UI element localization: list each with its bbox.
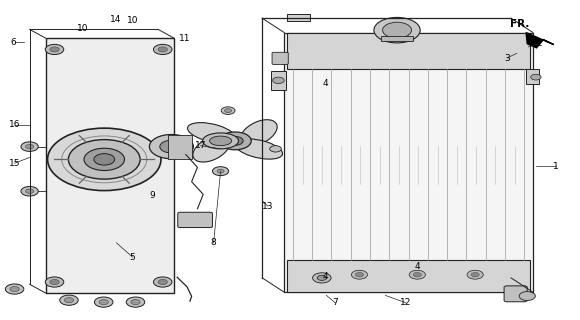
- Bar: [287, 14, 310, 21]
- Circle shape: [10, 286, 19, 292]
- Text: 2: 2: [536, 39, 542, 48]
- Circle shape: [154, 44, 172, 54]
- Text: 5: 5: [130, 253, 136, 262]
- Polygon shape: [526, 33, 554, 48]
- Text: 4: 4: [415, 262, 420, 271]
- Ellipse shape: [202, 133, 238, 149]
- Bar: [46, 38, 174, 293]
- Text: 8: 8: [211, 238, 216, 247]
- Circle shape: [531, 74, 541, 80]
- Circle shape: [351, 270, 368, 279]
- Circle shape: [60, 295, 78, 305]
- Circle shape: [273, 77, 284, 84]
- Ellipse shape: [193, 136, 230, 162]
- FancyBboxPatch shape: [504, 286, 527, 302]
- Circle shape: [374, 17, 420, 43]
- Circle shape: [94, 154, 115, 165]
- Bar: [169, 134, 191, 159]
- Circle shape: [21, 187, 38, 196]
- Text: 6: 6: [10, 38, 16, 47]
- Ellipse shape: [235, 139, 282, 159]
- Circle shape: [224, 109, 231, 113]
- Circle shape: [126, 297, 145, 307]
- Circle shape: [99, 300, 108, 305]
- Text: 4: 4: [323, 272, 329, 281]
- Circle shape: [45, 44, 64, 54]
- Text: 3: 3: [504, 53, 510, 62]
- Ellipse shape: [209, 136, 231, 146]
- Circle shape: [95, 297, 113, 307]
- Circle shape: [64, 298, 74, 303]
- Bar: [287, 33, 530, 69]
- FancyBboxPatch shape: [177, 212, 212, 228]
- Bar: [271, 71, 286, 90]
- Circle shape: [160, 140, 183, 153]
- FancyBboxPatch shape: [272, 52, 288, 64]
- Circle shape: [5, 284, 24, 294]
- Circle shape: [467, 270, 483, 279]
- Circle shape: [154, 277, 172, 287]
- Ellipse shape: [187, 123, 235, 143]
- Text: 14: 14: [110, 15, 121, 24]
- Bar: [287, 260, 530, 292]
- Text: 4: 4: [323, 79, 329, 88]
- Circle shape: [409, 270, 425, 279]
- Circle shape: [356, 272, 364, 277]
- Bar: [284, 33, 533, 292]
- Circle shape: [217, 169, 224, 173]
- Circle shape: [158, 47, 168, 52]
- Circle shape: [471, 272, 479, 277]
- Circle shape: [48, 128, 161, 191]
- Circle shape: [26, 144, 34, 149]
- Text: 10: 10: [127, 16, 139, 25]
- Circle shape: [519, 292, 535, 300]
- Circle shape: [383, 22, 411, 38]
- Circle shape: [221, 107, 235, 115]
- Text: FR.: FR.: [510, 19, 529, 29]
- Circle shape: [45, 277, 64, 287]
- Circle shape: [227, 136, 243, 145]
- Circle shape: [317, 275, 327, 280]
- Circle shape: [313, 273, 331, 283]
- Text: 1: 1: [553, 162, 559, 171]
- Text: 11: 11: [179, 34, 190, 43]
- Circle shape: [219, 132, 251, 150]
- Text: 17: 17: [194, 141, 206, 150]
- Bar: [381, 36, 413, 41]
- Circle shape: [50, 279, 59, 284]
- Circle shape: [26, 189, 34, 194]
- Bar: [526, 69, 539, 84]
- Text: 15: 15: [9, 159, 20, 168]
- Text: 13: 13: [262, 202, 274, 211]
- Circle shape: [158, 279, 168, 284]
- Circle shape: [84, 148, 125, 171]
- Text: 9: 9: [150, 190, 155, 200]
- Circle shape: [50, 47, 59, 52]
- Text: 16: 16: [9, 120, 20, 130]
- Circle shape: [413, 272, 421, 277]
- Text: 12: 12: [400, 298, 411, 307]
- Text: 10: 10: [77, 24, 89, 33]
- Circle shape: [68, 140, 140, 179]
- Circle shape: [21, 142, 38, 151]
- Circle shape: [131, 300, 140, 305]
- Ellipse shape: [240, 120, 277, 146]
- Circle shape: [150, 134, 193, 159]
- Text: 7: 7: [332, 298, 338, 307]
- Circle shape: [270, 146, 281, 152]
- Circle shape: [212, 167, 229, 176]
